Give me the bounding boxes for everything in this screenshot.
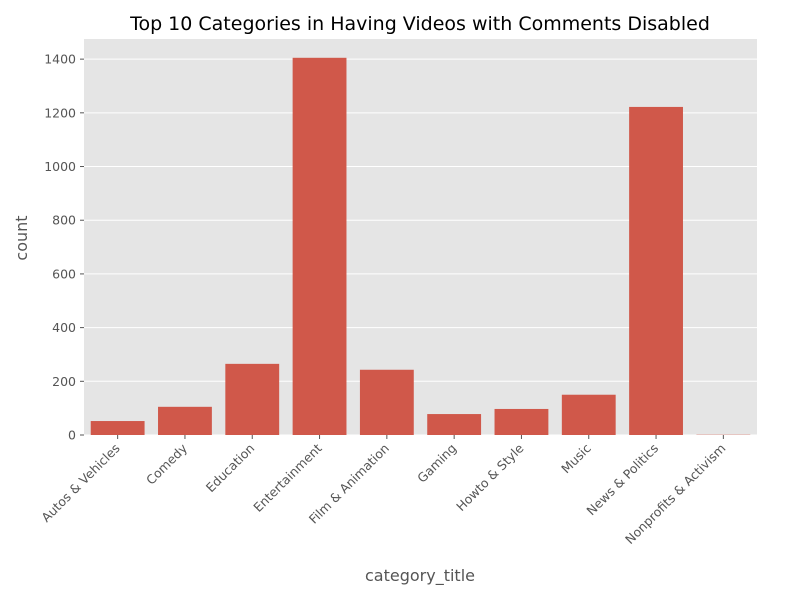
y-tick-label: 800 xyxy=(52,213,76,228)
bar xyxy=(495,409,549,435)
chart-title: Top 10 Categories in Having Videos with … xyxy=(129,13,710,35)
x-tick-label: Autos & Vehicles xyxy=(38,441,122,525)
bar xyxy=(360,370,414,435)
bar xyxy=(427,414,481,435)
x-tick-label: Gaming xyxy=(414,441,459,486)
x-tick-label: Education xyxy=(203,441,258,496)
y-tick-label: 0 xyxy=(68,428,76,443)
bar xyxy=(225,364,279,435)
y-axis-title: count xyxy=(12,215,31,260)
y-tick-label: 600 xyxy=(52,266,76,281)
bar xyxy=(158,407,212,435)
y-tick-label: 1200 xyxy=(44,105,76,120)
bar xyxy=(562,395,616,435)
x-axis-title: category_title xyxy=(365,566,475,586)
bar xyxy=(293,58,347,435)
y-tick-label: 1400 xyxy=(44,52,76,67)
y-tick-label: 400 xyxy=(52,320,76,335)
x-tick-label: News & Politics xyxy=(583,441,661,519)
x-tick-label: Comedy xyxy=(143,440,191,488)
x-tick-label: Howto & Style xyxy=(453,440,527,514)
y-axis-ticks: 0 200 400 600 800 1000 1200 1400 xyxy=(44,52,84,443)
x-tick-label: Entertainment xyxy=(250,440,324,514)
bar xyxy=(91,421,145,435)
bar xyxy=(629,107,683,435)
y-tick-label: 200 xyxy=(52,374,76,389)
y-tick-label: 1000 xyxy=(44,159,76,174)
x-tick-label: Music xyxy=(558,440,594,476)
